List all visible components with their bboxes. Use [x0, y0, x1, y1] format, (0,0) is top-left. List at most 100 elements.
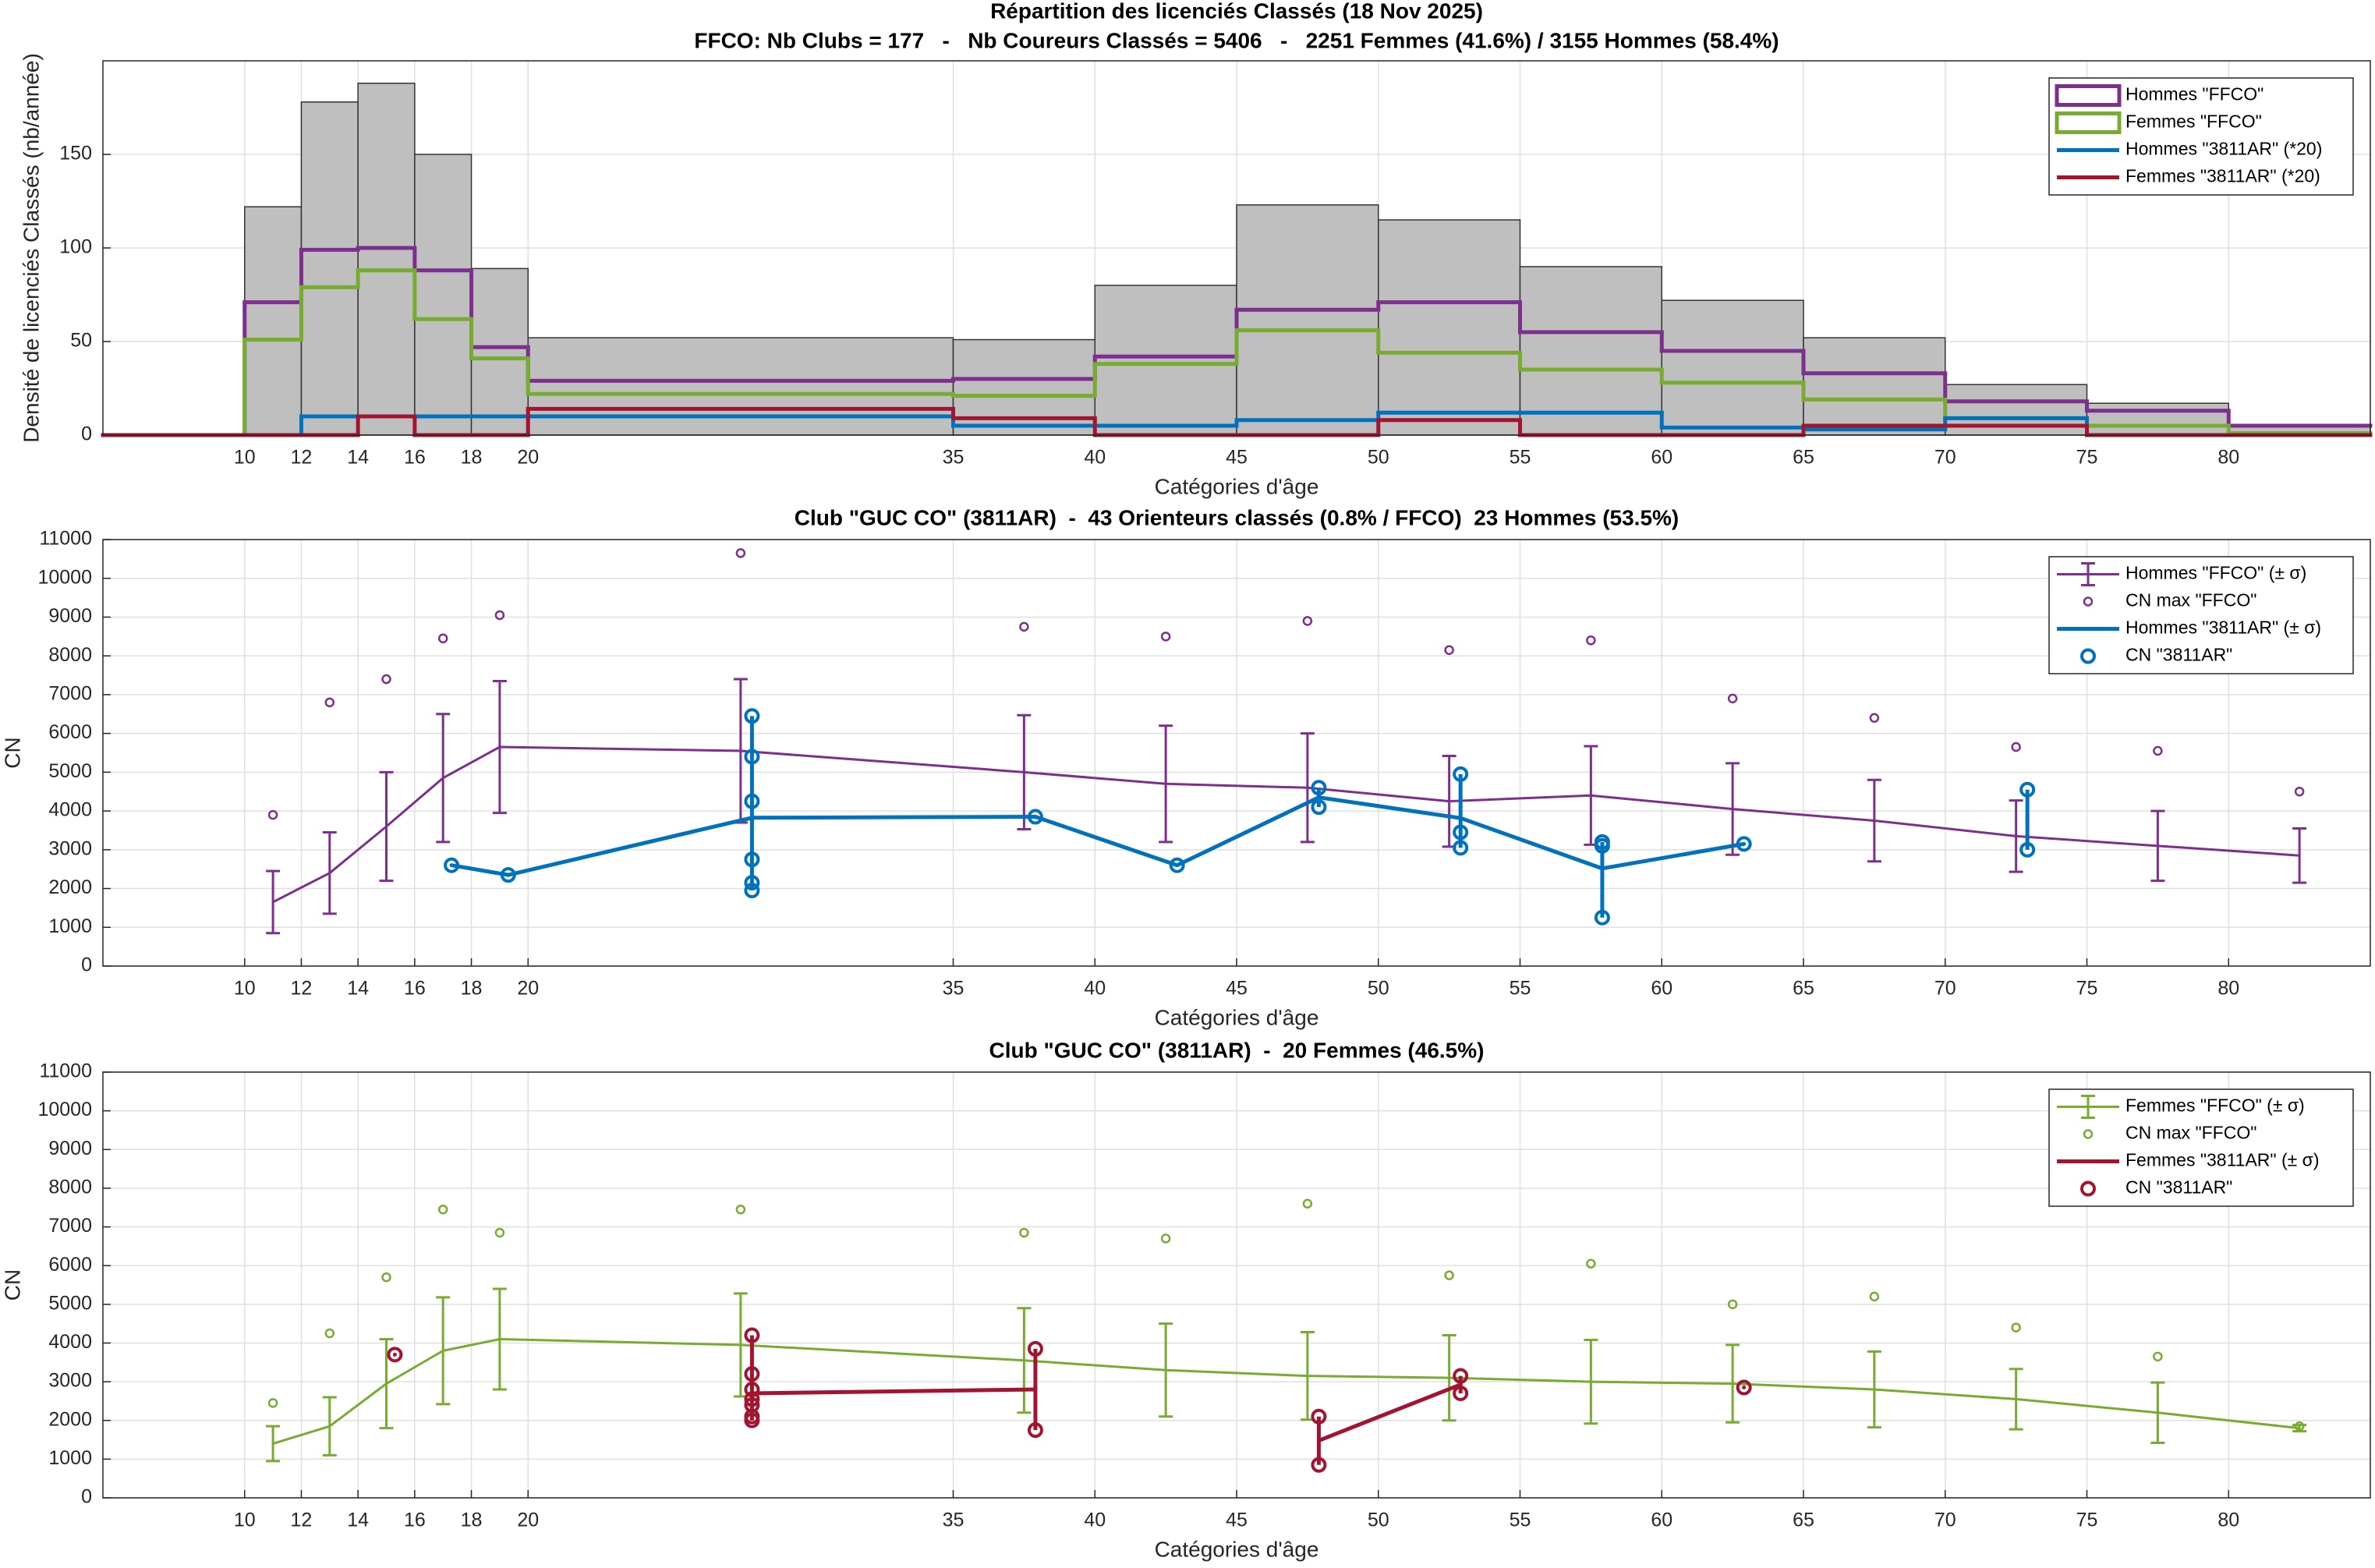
marker — [1027, 1422, 1043, 1439]
marker — [2011, 742, 2021, 752]
x-tick-label: 60 — [1651, 978, 1672, 1000]
y-tick-label: 6000 — [48, 1254, 92, 1276]
x-tick-label: 50 — [1368, 1510, 1389, 1531]
marker — [744, 749, 760, 765]
y-tick-label: 4000 — [48, 799, 92, 821]
marker — [1453, 840, 1469, 856]
error-bar — [492, 680, 507, 815]
y-tick-label: 2000 — [48, 1408, 92, 1430]
x-tick-label: 65 — [1793, 1510, 1814, 1531]
x-tick-label: 18 — [461, 978, 483, 1000]
error-bar — [2009, 1368, 2023, 1431]
error-bar — [1017, 713, 1032, 830]
y-axis-label: CN — [0, 1269, 24, 1301]
marker — [2153, 1351, 2163, 1362]
legend-label: Hommes "FFCO" (± σ) — [2125, 563, 2306, 583]
y-tick-label: 7000 — [48, 1215, 92, 1237]
legend-label: CN max "FFCO" — [2125, 590, 2256, 611]
x-tick-label: 16 — [404, 447, 426, 469]
y-tick-label: 150 — [59, 143, 92, 165]
error-bar — [1159, 724, 1173, 844]
legend-label: Hommes "FFCO" — [2125, 84, 2264, 104]
marker — [494, 1227, 505, 1238]
x-tick-label: 35 — [943, 1510, 965, 1531]
marker — [1444, 645, 1454, 655]
legend-label: Femmes "FFCO" (± σ) — [2125, 1095, 2305, 1116]
legend-symbol — [2055, 111, 2122, 134]
marker — [1727, 1299, 1738, 1310]
x-tick-label: 10 — [234, 1510, 256, 1531]
error-bar — [2150, 1381, 2165, 1445]
y-axis-label: CN — [0, 737, 24, 768]
bar — [1378, 219, 1521, 436]
marker — [1727, 693, 1738, 704]
legend-label: CN "3811AR" — [2125, 645, 2232, 665]
marker — [1160, 632, 1171, 642]
marker — [2019, 781, 2036, 798]
error-bar — [1159, 1322, 1173, 1418]
marker — [1302, 616, 1313, 626]
marker — [1019, 1227, 1029, 1238]
x-tick-label: 35 — [943, 447, 965, 469]
marker — [324, 1328, 335, 1339]
x-tick-label: 16 — [404, 1510, 426, 1531]
legend-label: Hommes "3811AR" (± σ) — [2125, 618, 2321, 638]
marker — [1311, 780, 1327, 796]
chart-title: Répartition des licenciés Classés (18 No… — [990, 0, 1483, 23]
legend-symbol — [2080, 648, 2096, 664]
x-tick-label: 70 — [1934, 978, 1956, 1000]
marker — [744, 1327, 760, 1343]
error-bar — [1017, 1307, 1032, 1414]
marker — [267, 809, 278, 820]
bar — [2086, 402, 2229, 436]
x-tick-label: 12 — [291, 447, 313, 469]
x-axis-label: Catégories d'âge — [1155, 474, 1319, 498]
marker — [494, 610, 505, 621]
x-tick-label: 14 — [347, 978, 369, 1000]
error-bar — [2009, 799, 2023, 873]
legend-label: Femmes "3811AR" (± σ) — [2125, 1150, 2320, 1170]
x-tick-label: 40 — [1084, 447, 1106, 469]
marker — [324, 697, 335, 708]
x-tick-label: 50 — [1368, 447, 1389, 469]
marker — [1302, 1198, 1313, 1209]
marker — [437, 633, 448, 644]
marker — [1869, 713, 1880, 723]
marker — [1736, 1379, 1752, 1396]
x-tick-label: 80 — [2217, 978, 2239, 1000]
marker — [1453, 1368, 1469, 1384]
axes-box — [102, 60, 2371, 436]
x-tick-label: 80 — [2217, 1510, 2239, 1531]
y-tick-label: 1000 — [48, 915, 92, 937]
y-tick-label: 8000 — [48, 644, 92, 666]
y-tick-label: 0 — [81, 423, 92, 445]
bar — [414, 154, 473, 436]
error-bar — [1726, 762, 1740, 856]
legend-label: CN "3811AR" — [2125, 1177, 2232, 1198]
x-tick-label: 75 — [2076, 447, 2098, 469]
legend-label: Hommes "3811AR" (*20) — [2125, 139, 2322, 159]
legend-label: CN max "FFCO" — [2125, 1123, 2256, 1143]
marker — [735, 1204, 746, 1215]
error-bar — [379, 1337, 394, 1430]
x-tick-label: 75 — [2076, 978, 2098, 1000]
x-tick-label: 14 — [347, 447, 369, 469]
marker — [1453, 1385, 1469, 1401]
marker — [1027, 809, 1043, 825]
x-tick-label: 45 — [1226, 1510, 1248, 1531]
line — [271, 745, 2301, 904]
legend-symbol — [2081, 1095, 2095, 1119]
bar — [952, 338, 1095, 436]
marker — [744, 875, 760, 891]
x-tick-label: 75 — [2076, 1510, 2098, 1531]
marker — [267, 1398, 278, 1408]
x-tick-label: 10 — [234, 978, 256, 1000]
y-tick-label: 7000 — [48, 683, 92, 705]
y-tick-label: 50 — [70, 330, 92, 352]
x-tick-label: 65 — [1793, 978, 1814, 1000]
marker — [744, 708, 760, 724]
marker — [744, 883, 760, 899]
x-tick-label: 10 — [234, 447, 256, 469]
error-bar — [322, 830, 337, 915]
